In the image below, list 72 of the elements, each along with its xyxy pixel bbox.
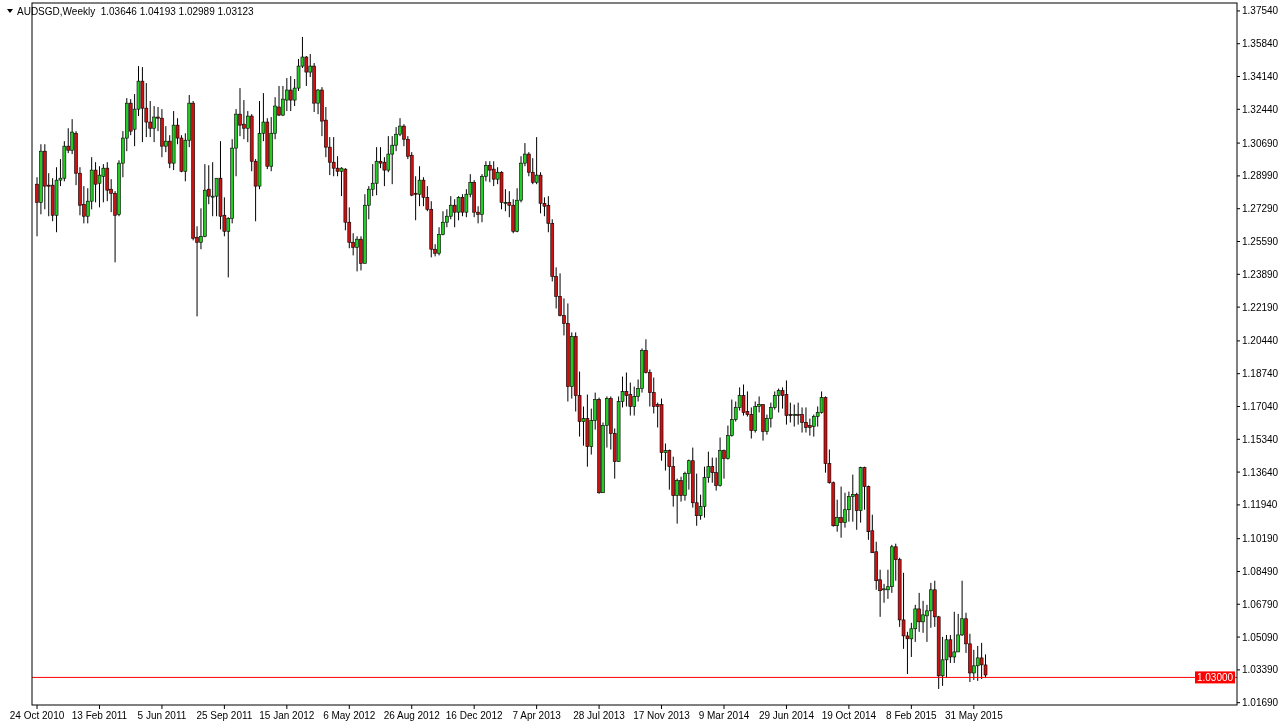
- x-tick-label: 13 Feb 2011: [71, 710, 128, 721]
- y-tick-label: 1.18740: [1242, 368, 1278, 380]
- candlestick: [851, 474, 855, 523]
- candlestick: [710, 457, 715, 484]
- y-tick-label: 1.35840: [1242, 38, 1278, 50]
- y-tick-label: 1.37540: [1242, 5, 1278, 17]
- x-tick-label: 29 Jun 2014: [758, 710, 815, 721]
- candlestick: [882, 583, 886, 604]
- x-tick-label: 9 Mar 2014: [698, 710, 750, 721]
- candlestick: [796, 402, 800, 426]
- x-tick-label: 8 Feb 2015: [886, 710, 938, 721]
- y-tick-label: 1.13640: [1242, 466, 1278, 478]
- x-tick-label: 17 Nov 2013: [633, 710, 691, 721]
- candlestick: [355, 235, 359, 272]
- y-tick-label: 1.03390: [1242, 664, 1278, 676]
- x-tick-label: 5 Jun 2011: [137, 710, 187, 721]
- y-tick-label: 1.30690: [1242, 137, 1278, 149]
- candlestick: [437, 226, 441, 256]
- x-tick-label: 6 May 2012: [323, 710, 376, 721]
- candlestick: [679, 476, 683, 503]
- candlestick: [460, 193, 465, 217]
- y-tick-label: 1.10190: [1242, 533, 1278, 545]
- candlestick: [210, 161, 215, 217]
- candlestick: [93, 161, 98, 203]
- x-tick-label: 26 Aug 2012: [383, 710, 441, 721]
- y-tick-label: 1.11940: [1242, 499, 1278, 511]
- candlestick: [488, 160, 492, 183]
- y-tick-label: 1.32440: [1242, 103, 1278, 115]
- candlestick: [285, 77, 289, 112]
- x-tick-label: 19 Oct 2014: [821, 710, 877, 721]
- y-tick-label: 1.20440: [1242, 335, 1278, 347]
- candlestick: [97, 165, 102, 208]
- x-tick-label: 16 Dec 2012: [445, 710, 503, 721]
- candlestick: [331, 136, 336, 177]
- candlestick: [917, 592, 921, 633]
- y-tick-label: 1.15340: [1242, 433, 1278, 445]
- x-tick-label: 15 Jan 2012: [259, 710, 315, 721]
- y-tick-label: 1.05090: [1242, 631, 1278, 643]
- candlestick: [101, 163, 106, 203]
- candlestick: [741, 383, 746, 417]
- y-tick-label: 1.01690: [1242, 697, 1278, 709]
- candlestick: [979, 642, 984, 680]
- y-tick-label: 1.28990: [1242, 170, 1278, 182]
- y-tick-label: 1.22190: [1242, 301, 1278, 313]
- y-tick-label: 1.08490: [1242, 565, 1278, 577]
- candlestick: [784, 379, 789, 426]
- x-tick-label: 24 Oct 2010: [9, 710, 65, 721]
- y-tick-label: 1.06790: [1242, 598, 1278, 610]
- candlestick: [792, 404, 797, 428]
- chart-title: AUDSGD,Weekly 1.03646 1.04193 1.02989 1.03123: [17, 6, 255, 17]
- candlestick: [288, 75, 293, 112]
- x-tick-label: 28 Jul 2013: [573, 710, 626, 721]
- y-tick-label: 1.25590: [1242, 236, 1278, 247]
- y-tick-label: 1.23890: [1242, 268, 1278, 280]
- candlestick: [804, 406, 808, 434]
- candlestick: [105, 161, 110, 202]
- candlestick: [491, 160, 496, 187]
- ref-line-label: 1.03000: [1196, 671, 1234, 683]
- candlestick: [800, 406, 804, 434]
- y-tick-label: 1.34140: [1242, 71, 1278, 83]
- x-tick-label: 25 Sep 2011: [196, 710, 253, 721]
- candlestick: [152, 105, 156, 143]
- candlestick: [808, 418, 812, 437]
- y-tick-label: 1.17040: [1242, 400, 1278, 412]
- x-tick-label: 7 Apr 2013: [512, 710, 562, 721]
- candlestick: [374, 146, 379, 196]
- candlestick: [776, 388, 781, 413]
- x-tick-label: 31 May 2015: [944, 710, 1004, 721]
- candlestick: [952, 611, 957, 664]
- y-tick-label: 1.27290: [1242, 203, 1278, 215]
- candlestick: [975, 645, 980, 682]
- candlestick: [839, 486, 843, 539]
